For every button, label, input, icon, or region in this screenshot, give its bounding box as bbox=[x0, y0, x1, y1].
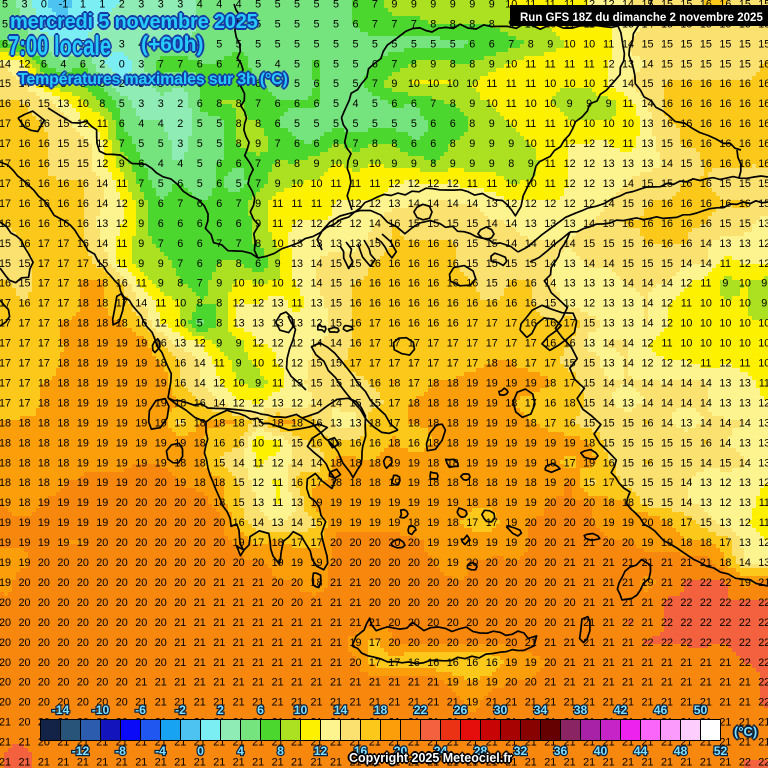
svg-text:28: 28 bbox=[474, 744, 488, 758]
svg-text:22: 22 bbox=[414, 703, 428, 717]
svg-text:-6: -6 bbox=[135, 703, 146, 717]
svg-text:44: 44 bbox=[634, 744, 648, 758]
svg-text:6: 6 bbox=[257, 703, 264, 717]
svg-text:0: 0 bbox=[197, 744, 204, 758]
svg-text:18: 18 bbox=[374, 703, 388, 717]
svg-text:32: 32 bbox=[514, 744, 528, 758]
svg-text:10: 10 bbox=[294, 703, 308, 717]
svg-text:24: 24 bbox=[434, 744, 448, 758]
svg-text:16: 16 bbox=[354, 744, 368, 758]
svg-text:-10: -10 bbox=[92, 703, 110, 717]
svg-text:34: 34 bbox=[534, 703, 548, 717]
svg-text:14: 14 bbox=[334, 703, 348, 717]
svg-text:40: 40 bbox=[594, 744, 608, 758]
svg-text:-8: -8 bbox=[115, 744, 126, 758]
svg-text:4: 4 bbox=[237, 744, 244, 758]
svg-text:20: 20 bbox=[394, 744, 408, 758]
svg-text:-14: -14 bbox=[52, 703, 70, 717]
svg-text:36: 36 bbox=[554, 744, 568, 758]
svg-text:-2: -2 bbox=[175, 703, 186, 717]
svg-text:46: 46 bbox=[654, 703, 668, 717]
svg-text:50: 50 bbox=[694, 703, 708, 717]
svg-text:2: 2 bbox=[217, 703, 224, 717]
svg-text:52: 52 bbox=[714, 744, 728, 758]
svg-text:8: 8 bbox=[277, 744, 284, 758]
svg-text:26: 26 bbox=[454, 703, 468, 717]
svg-text:12: 12 bbox=[314, 744, 328, 758]
svg-text:-12: -12 bbox=[72, 744, 90, 758]
svg-text:38: 38 bbox=[574, 703, 588, 717]
svg-text:42: 42 bbox=[614, 703, 628, 717]
svg-text:48: 48 bbox=[674, 744, 688, 758]
svg-text:-4: -4 bbox=[155, 744, 166, 758]
svg-text:30: 30 bbox=[494, 703, 508, 717]
